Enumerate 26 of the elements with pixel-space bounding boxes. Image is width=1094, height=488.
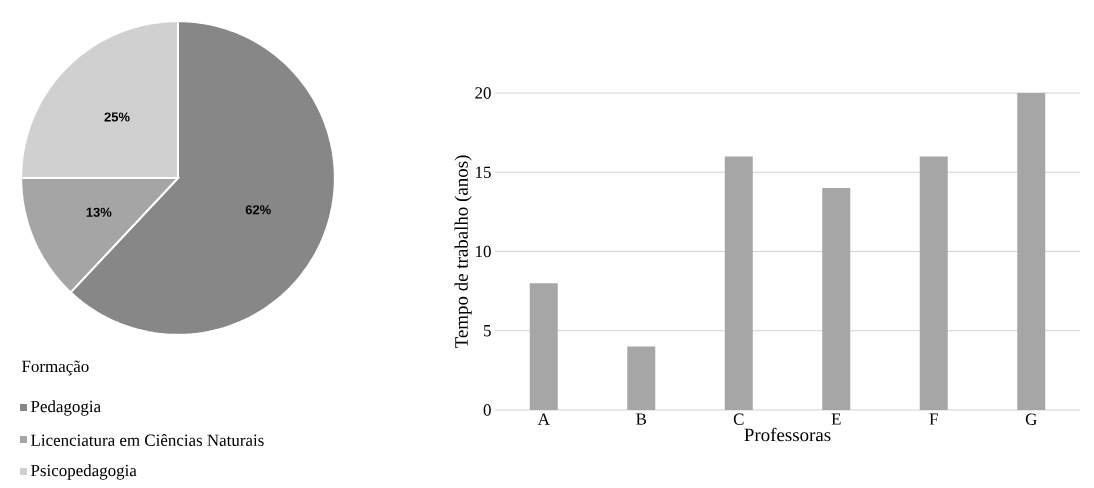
y-tick-label: 15 [476, 166, 491, 178]
y-tick-label: 5 [484, 325, 491, 337]
bar [822, 188, 851, 410]
data-label: 62% [245, 205, 271, 215]
x-tick-label: B [636, 413, 647, 425]
legend-label: Pedagogia [31, 400, 101, 416]
x-axis-title: Professoras [744, 427, 831, 442]
legend-title: Formação [22, 360, 89, 376]
x-tick-label: F [929, 413, 938, 425]
bar [919, 156, 948, 410]
legend-label: Psicopedagogia [31, 464, 137, 480]
bar [529, 283, 558, 410]
y-tick-label: 0 [483, 404, 491, 416]
bar [724, 156, 753, 410]
x-tick-label: G [1025, 413, 1037, 425]
bar [627, 346, 656, 410]
y-axis-title: Tempo de trabalho (anos) [454, 155, 472, 348]
y-tick-label: 20 [475, 87, 491, 99]
bar [1017, 93, 1046, 410]
x-tick-label: A [537, 413, 550, 425]
x-tick-label: E [831, 413, 841, 425]
data-label: 13% [86, 207, 112, 217]
legend-label: Licenciatura em Ciências Naturais [31, 434, 264, 446]
x-tick-label: C [733, 413, 744, 425]
data-label: 25% [104, 112, 130, 122]
y-tick-label: 10 [476, 245, 491, 258]
